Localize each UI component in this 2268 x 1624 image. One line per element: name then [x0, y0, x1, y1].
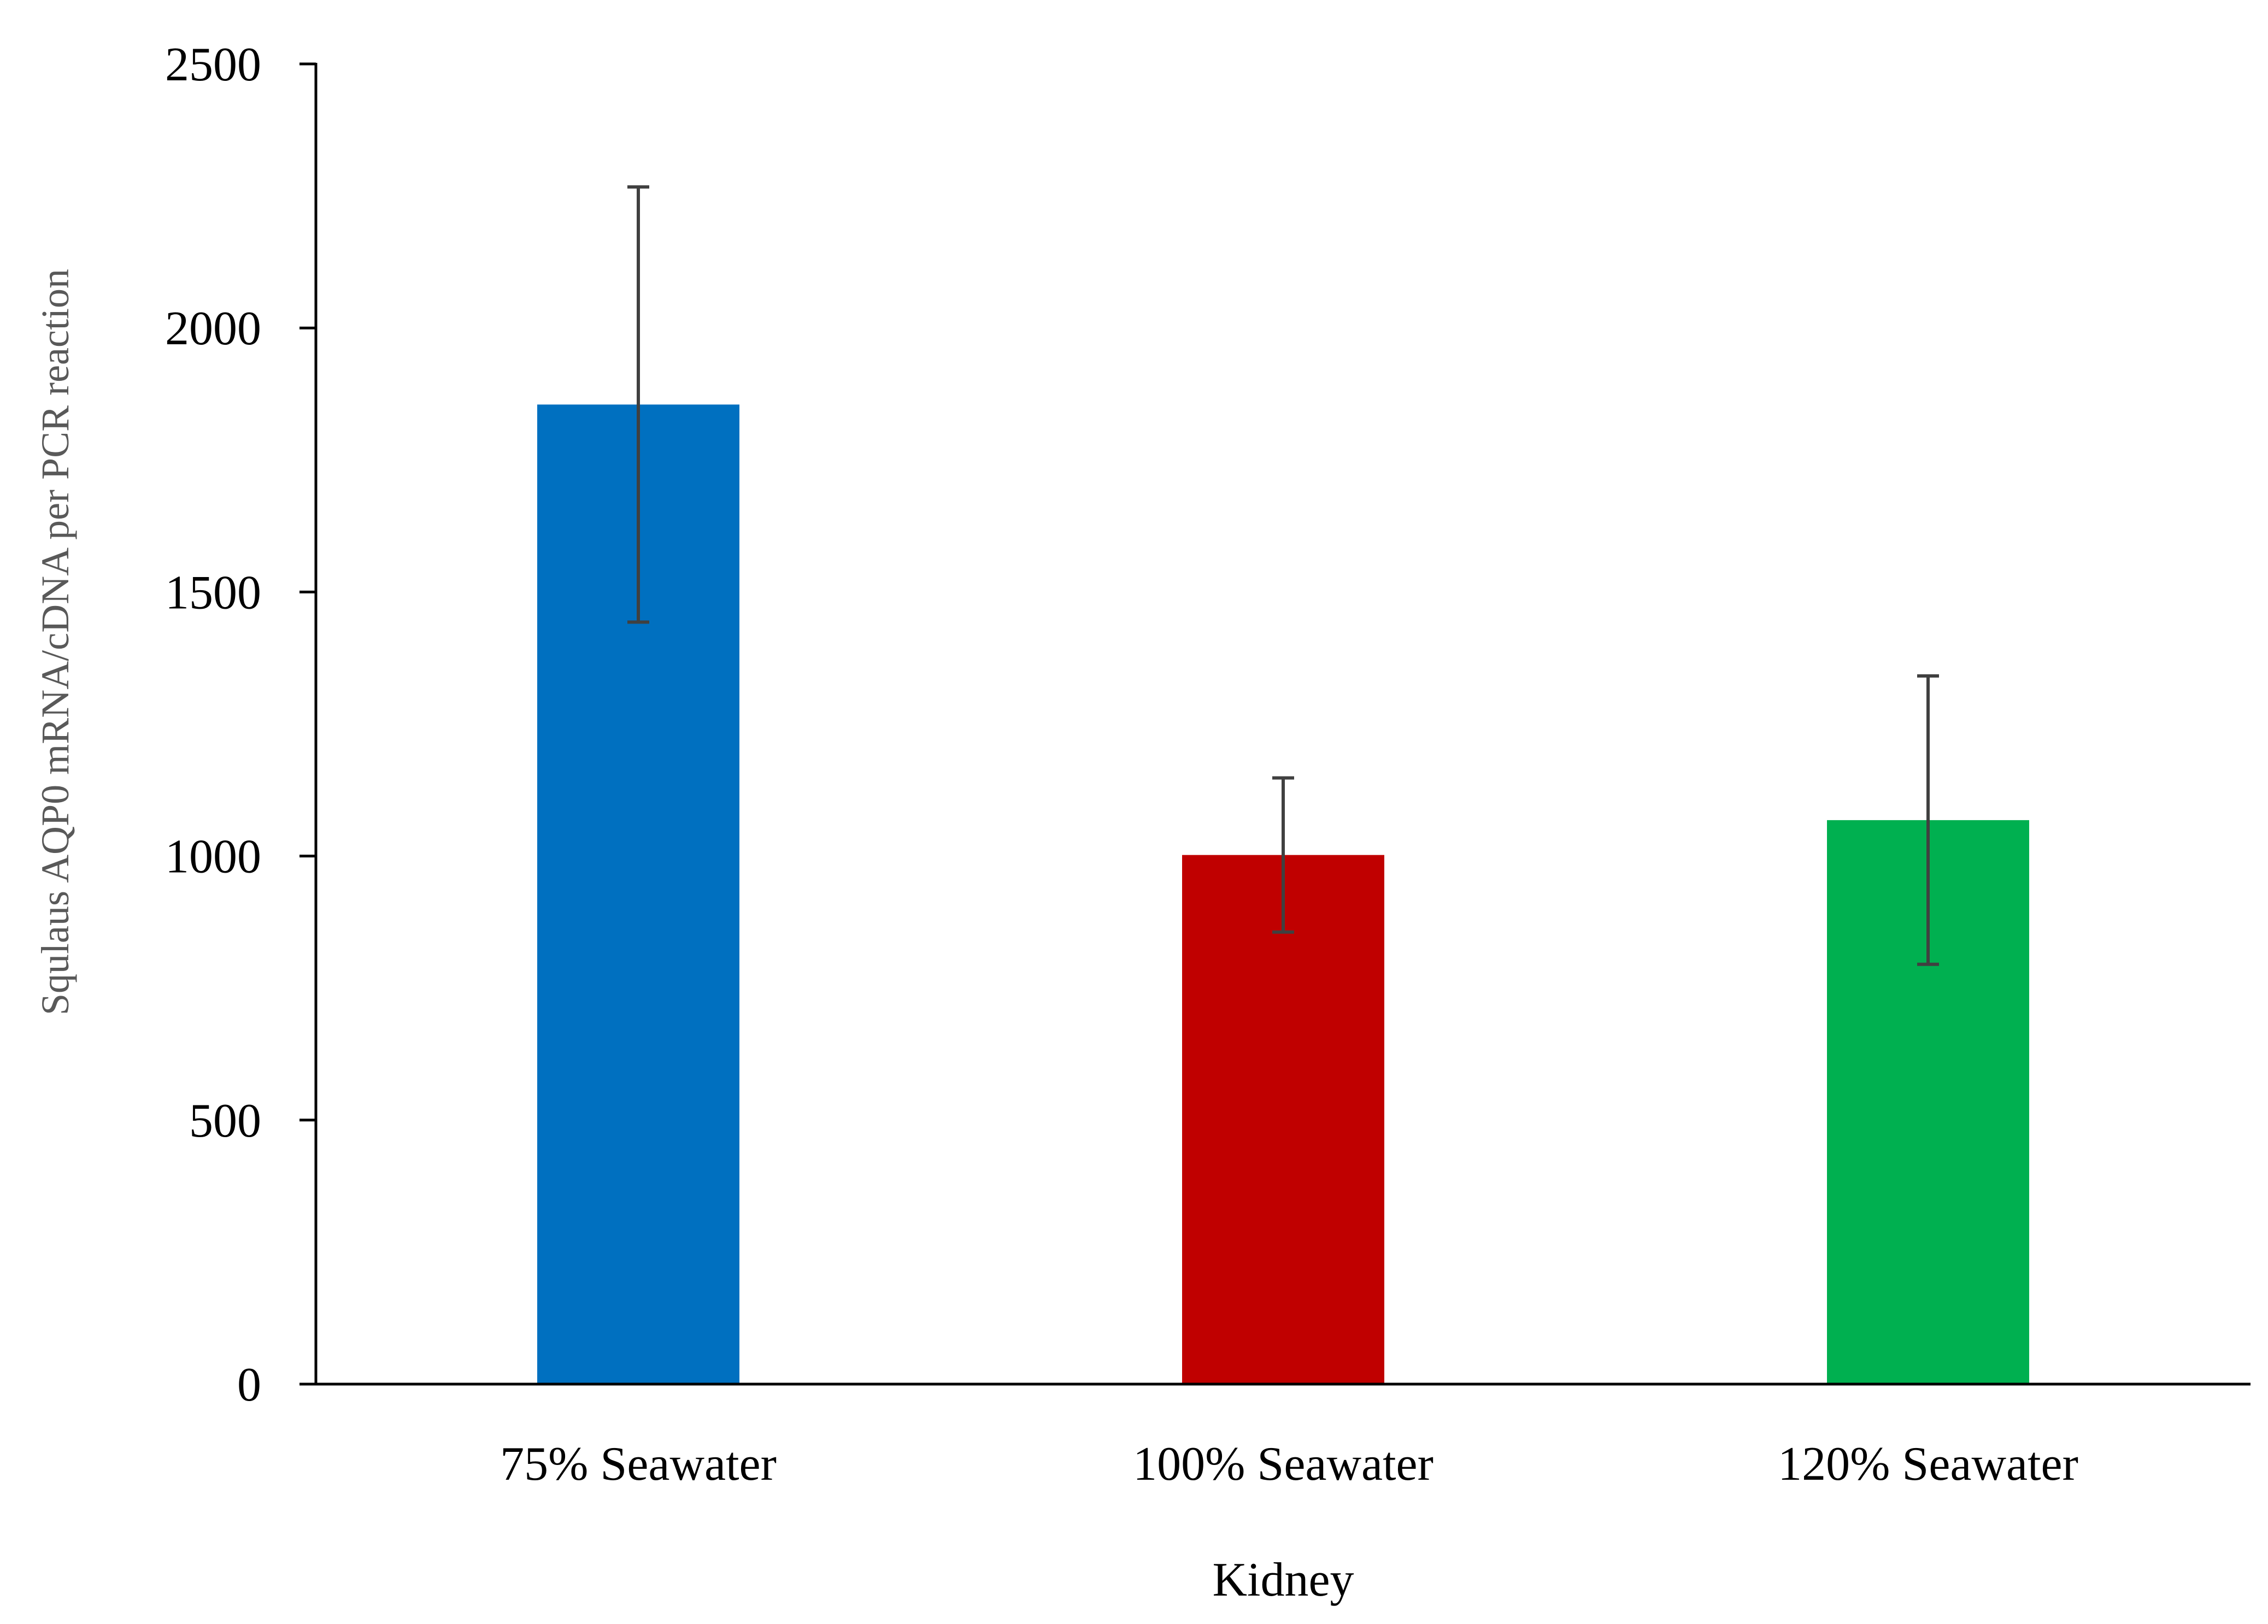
error-bars: [627, 185, 1939, 966]
bar: [1182, 855, 1384, 1384]
x-tick-label: 75% Seawater: [500, 1438, 777, 1491]
x-tick-label: 100% Seawater: [1133, 1438, 1433, 1491]
y-axis-ticks: 0 500 1000 1500 2000 2500: [165, 38, 316, 1411]
x-tick-label: 120% Seawater: [1778, 1438, 2078, 1491]
y-tick-label: 1500: [165, 566, 261, 619]
x-axis-title: Kidney: [1212, 1554, 1354, 1607]
y-tick-label: 500: [189, 1095, 261, 1148]
y-tick-label: 0: [237, 1358, 261, 1411]
y-axis-title: Squlaus AQP0 mRNA/cDNA per PCR reaction: [33, 269, 77, 1015]
y-tick-label: 2000: [165, 302, 261, 355]
bars: [537, 404, 2029, 1384]
x-axis-labels: 75% Seawater 100% Seawater 120% Seawater: [500, 1438, 2078, 1491]
y-tick-label: 2500: [165, 38, 261, 91]
y-tick-label: 1000: [165, 831, 261, 884]
